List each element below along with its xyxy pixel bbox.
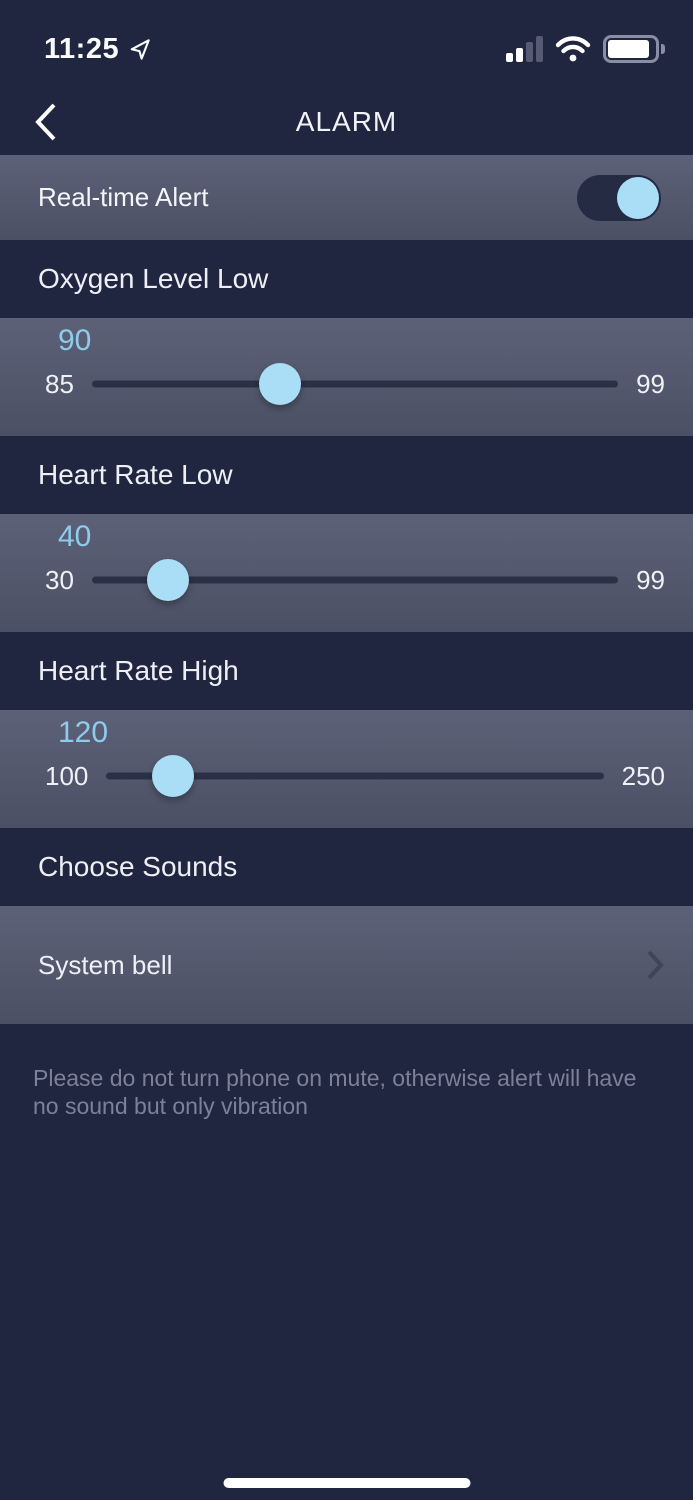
heart-rate-low-slider-row: 40 30 99 [0,514,693,632]
section-header-heart-rate-low: Heart Rate Low [0,436,693,514]
slider-thumb[interactable] [258,363,301,405]
chevron-left-icon [35,103,56,140]
slider-track-line [91,576,619,584]
slider-max-label: 99 [636,564,665,595]
footer-note: Please do not turn phone on mute, otherw… [33,1065,637,1120]
nav-header: ALARM [0,90,693,153]
slider-current-value: 120 [58,716,109,749]
status-icons [506,35,665,63]
slider-current-value: 40 [58,520,92,553]
oxygen-level-low-slider-row: 90 85 99 [0,318,693,436]
slider-track[interactable] [91,558,619,602]
section-header-oxygen-level-low: Oxygen Level Low [0,240,693,318]
slider-thumb[interactable] [147,559,190,601]
slider-track[interactable] [106,754,604,798]
battery-icon [603,35,665,63]
location-arrow-icon [130,39,150,60]
page-title: ALARM [295,105,398,137]
section-title: Heart Rate High [38,655,239,686]
battery-fill [608,40,650,58]
slider-track-line [91,380,619,388]
realtime-alert-toggle[interactable] [577,174,661,221]
toggle-knob [617,176,659,219]
sound-select-row[interactable]: System bell [0,906,693,1024]
status-bar: 11:25 [0,0,693,90]
slider-track-line [106,772,604,780]
slider-min-label: 85 [45,368,74,399]
section-title: Heart Rate Low [38,459,233,490]
slider-current-value: 90 [58,324,92,357]
home-indicator[interactable] [223,1478,470,1488]
section-title: Choose Sounds [38,851,238,882]
back-button[interactable] [24,98,68,146]
realtime-alert-label: Real-time Alert [38,182,209,212]
chevron-right-icon [647,950,664,980]
section-title: Oxygen Level Low [38,263,269,294]
section-header-heart-rate-high: Heart Rate High [0,632,693,710]
heart-rate-high-slider-row: 120 100 250 [0,710,693,828]
wifi-icon [555,36,591,62]
slider-max-label: 250 [621,760,665,791]
status-time: 11:25 [44,32,120,65]
slider-min-label: 30 [45,564,74,595]
slider-track[interactable] [91,362,619,406]
status-time-group: 11:25 [44,33,152,66]
slider-min-label: 100 [45,760,89,791]
realtime-alert-row: Real-time Alert [0,155,693,240]
section-header-choose-sounds: Choose Sounds [0,828,693,906]
cellular-signal-icon [506,36,543,62]
slider-thumb[interactable] [151,755,194,797]
selected-sound-label: System bell [38,949,173,980]
slider-max-label: 99 [636,368,665,399]
